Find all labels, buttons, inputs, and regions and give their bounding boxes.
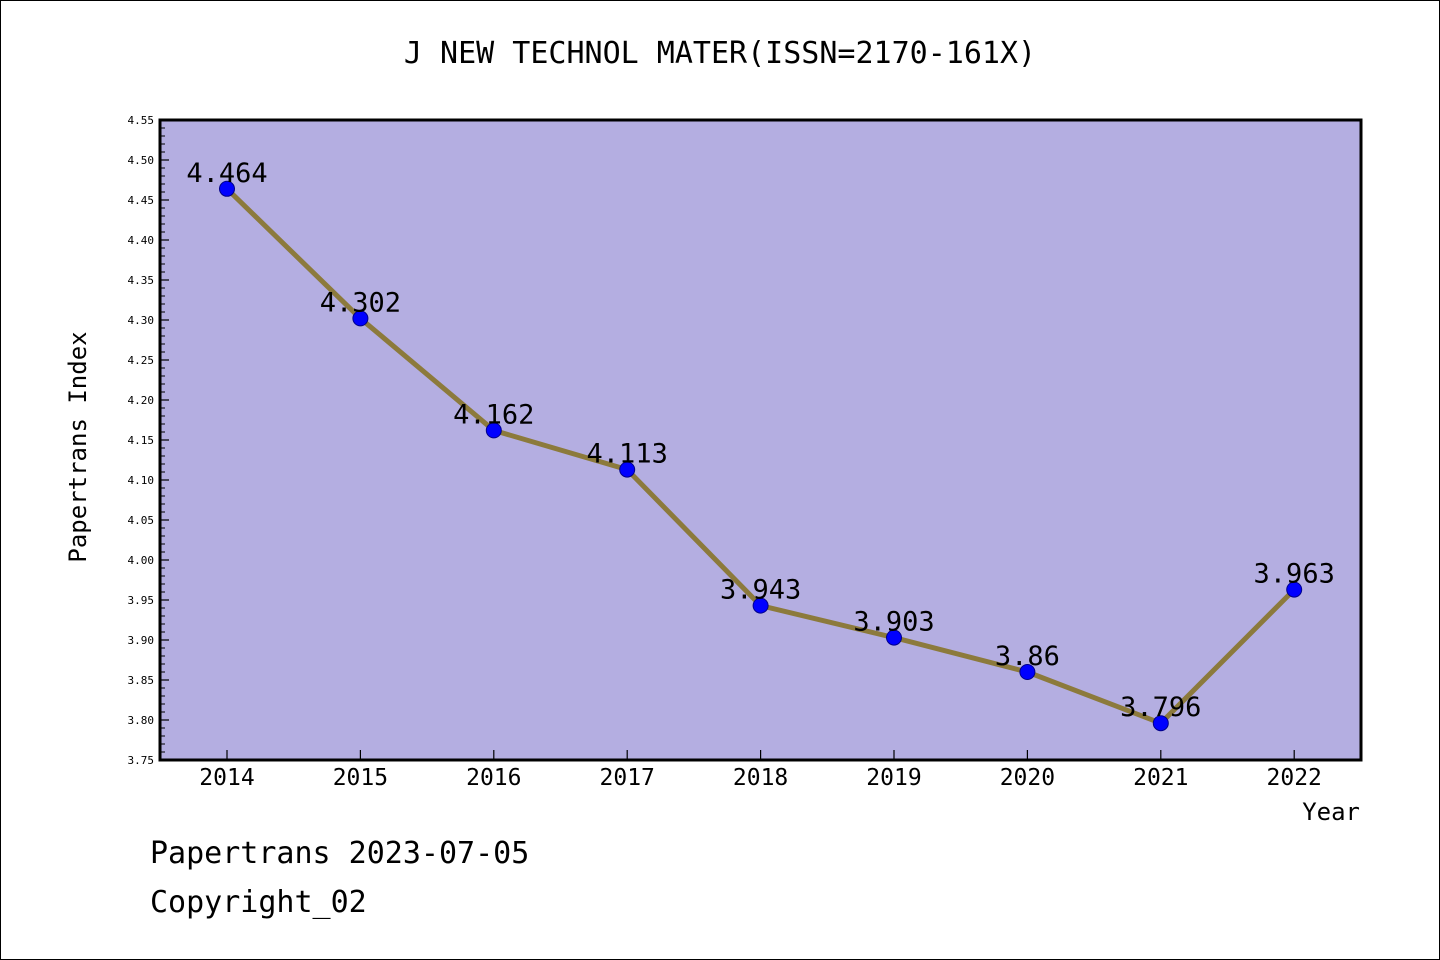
data-point <box>1152 715 1169 732</box>
y-axis-label: Papertrans Index <box>64 331 92 562</box>
y-tick-label: 4.40 <box>128 234 155 247</box>
data-point <box>1019 664 1036 680</box>
x-tick-label: 2014 <box>199 765 254 791</box>
footer-copyright: Copyright_02 <box>150 885 367 920</box>
y-tick-label: 3.90 <box>128 634 155 647</box>
data-point <box>1286 581 1303 598</box>
x-tick-label: 2016 <box>466 765 521 791</box>
y-tick-label: 3.80 <box>128 714 155 727</box>
y-tick-label: 4.30 <box>128 314 155 327</box>
y-tick-label: 3.95 <box>128 594 155 607</box>
x-tick-label: 2020 <box>1000 765 1055 791</box>
data-markers <box>219 180 1303 732</box>
data-point <box>219 180 235 197</box>
y-tick-label: 4.45 <box>128 194 155 207</box>
data-label: 4.464 <box>186 158 267 189</box>
y-tick-label: 4.10 <box>128 474 155 487</box>
data-label: 3.903 <box>853 607 934 638</box>
x-tick-label: 2015 <box>333 765 388 791</box>
data-label: 3.943 <box>720 575 801 606</box>
data-point <box>752 597 769 614</box>
y-tick-label: 3.85 <box>128 674 155 687</box>
y-tick-label: 4.35 <box>128 274 155 287</box>
y-tick-label: 4.05 <box>128 514 155 527</box>
y-axis-ticks: 3.75 3.80 3.85 3.90 3.95 4.00 4.05 4.10 4.15 4.20… <box>128 114 169 767</box>
footer-date: Papertrans 2023-07-05 <box>150 836 530 871</box>
y-tick-label: 4.20 <box>128 394 155 407</box>
x-tick-label: 2017 <box>600 765 655 791</box>
x-axis-ticks: 2014 2015 2016 2017 2018 2019 2020 2021 2022 <box>199 750 1322 791</box>
y-tick-label: 4.25 <box>128 354 155 367</box>
data-point <box>352 310 369 327</box>
chart-title: J NEW TECHNOL MATER(ISSN=2170-161X) <box>403 36 1037 71</box>
data-point <box>619 461 636 478</box>
data-label: 4.162 <box>453 399 534 430</box>
y-tick-label: 4.15 <box>128 434 155 447</box>
x-tick-label: 2021 <box>1133 765 1188 791</box>
y-tick-label: 3.75 <box>128 754 155 767</box>
data-label: 3.796 <box>1120 692 1201 723</box>
y-tick-label: 4.00 <box>128 554 155 567</box>
data-label: 3.963 <box>1254 559 1335 590</box>
x-tick-label: 2019 <box>866 765 921 791</box>
x-axis-label: Year <box>1302 798 1360 826</box>
x-tick-label: 2018 <box>733 765 788 791</box>
y-tick-label: 4.55 <box>128 114 155 127</box>
y-tick-label: 4.50 <box>128 154 155 167</box>
data-label: 4.113 <box>587 439 668 470</box>
data-labels: 4.464 4.302 4.162 4.113 3.943 3.903 3.86 3.796 3… <box>186 158 1334 723</box>
data-label: 4.302 <box>320 287 401 318</box>
data-point <box>485 422 502 439</box>
plot-area <box>158 118 1363 762</box>
data-point <box>886 629 902 646</box>
x-tick-label: 2022 <box>1267 765 1322 791</box>
data-label: 3.86 <box>995 641 1060 672</box>
